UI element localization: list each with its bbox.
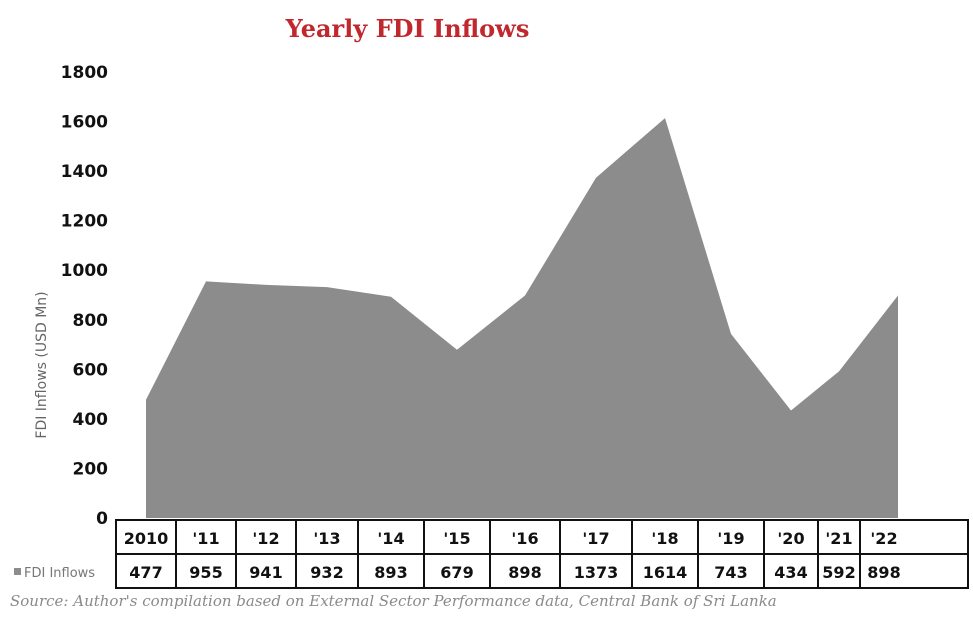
- x-tick-label: '12: [252, 529, 279, 548]
- data-label: 1614: [643, 563, 688, 582]
- x-tick-label: '11: [192, 529, 219, 548]
- y-tick-label: 400: [73, 410, 109, 430]
- x-tick-label: '16: [511, 529, 538, 548]
- x-tick-label: '20: [777, 529, 804, 548]
- x-tick-label: 2010: [124, 529, 169, 548]
- x-tick-label: '17: [582, 529, 609, 548]
- data-label: 477: [129, 563, 162, 582]
- y-tick-label: 600: [73, 360, 109, 380]
- data-label: 898: [867, 563, 900, 582]
- y-tick-label: 1000: [61, 261, 108, 281]
- y-tick-label: 800: [73, 311, 109, 331]
- x-tick-label: '18: [651, 529, 678, 548]
- data-label: 679: [440, 563, 473, 582]
- data-label: 743: [714, 563, 747, 582]
- x-tick-label: '15: [443, 529, 470, 548]
- y-tick-label: 0: [96, 509, 108, 529]
- x-tick-label: '14: [377, 529, 404, 548]
- chart-title: Yearly FDI Inflows: [285, 14, 530, 43]
- data-label: 898: [508, 563, 541, 582]
- y-tick-label: 1800: [61, 63, 108, 83]
- legend-label: FDI Inflows: [24, 566, 95, 581]
- legend-swatch: [14, 568, 21, 575]
- x-tick-label: '13: [313, 529, 340, 548]
- data-label: 592: [822, 563, 855, 582]
- data-label: 434: [774, 563, 807, 582]
- y-axis-label: FDI Inflows (USD Mn): [34, 291, 50, 438]
- area-layer: [145, 117, 899, 518]
- data-label: 932: [310, 563, 343, 582]
- x-tick-label: '21: [825, 529, 852, 548]
- data-label: 955: [189, 563, 222, 582]
- data-label: 941: [249, 563, 282, 582]
- data-label: 1373: [574, 563, 619, 582]
- data-table: 2010 '11 '12 '13 '14 '15 '16 '17 '18 '19 '20 '21 '22…: [14, 519, 969, 589]
- y-tick-label: 1400: [61, 162, 108, 182]
- x-tick-label: '22: [870, 529, 897, 548]
- y-tick-label: 200: [73, 459, 109, 479]
- y-tick-label: 1200: [61, 212, 108, 232]
- source-note: Source: Author's compilation based on Ex…: [10, 592, 777, 610]
- x-tick-label: '19: [717, 529, 744, 548]
- data-label: 893: [374, 563, 407, 582]
- y-tick-label: 1600: [61, 113, 108, 133]
- y-axis: 0 200 400 600 800 1000 1200 1400 1600 1800: [61, 63, 108, 529]
- series-area: [146, 118, 898, 518]
